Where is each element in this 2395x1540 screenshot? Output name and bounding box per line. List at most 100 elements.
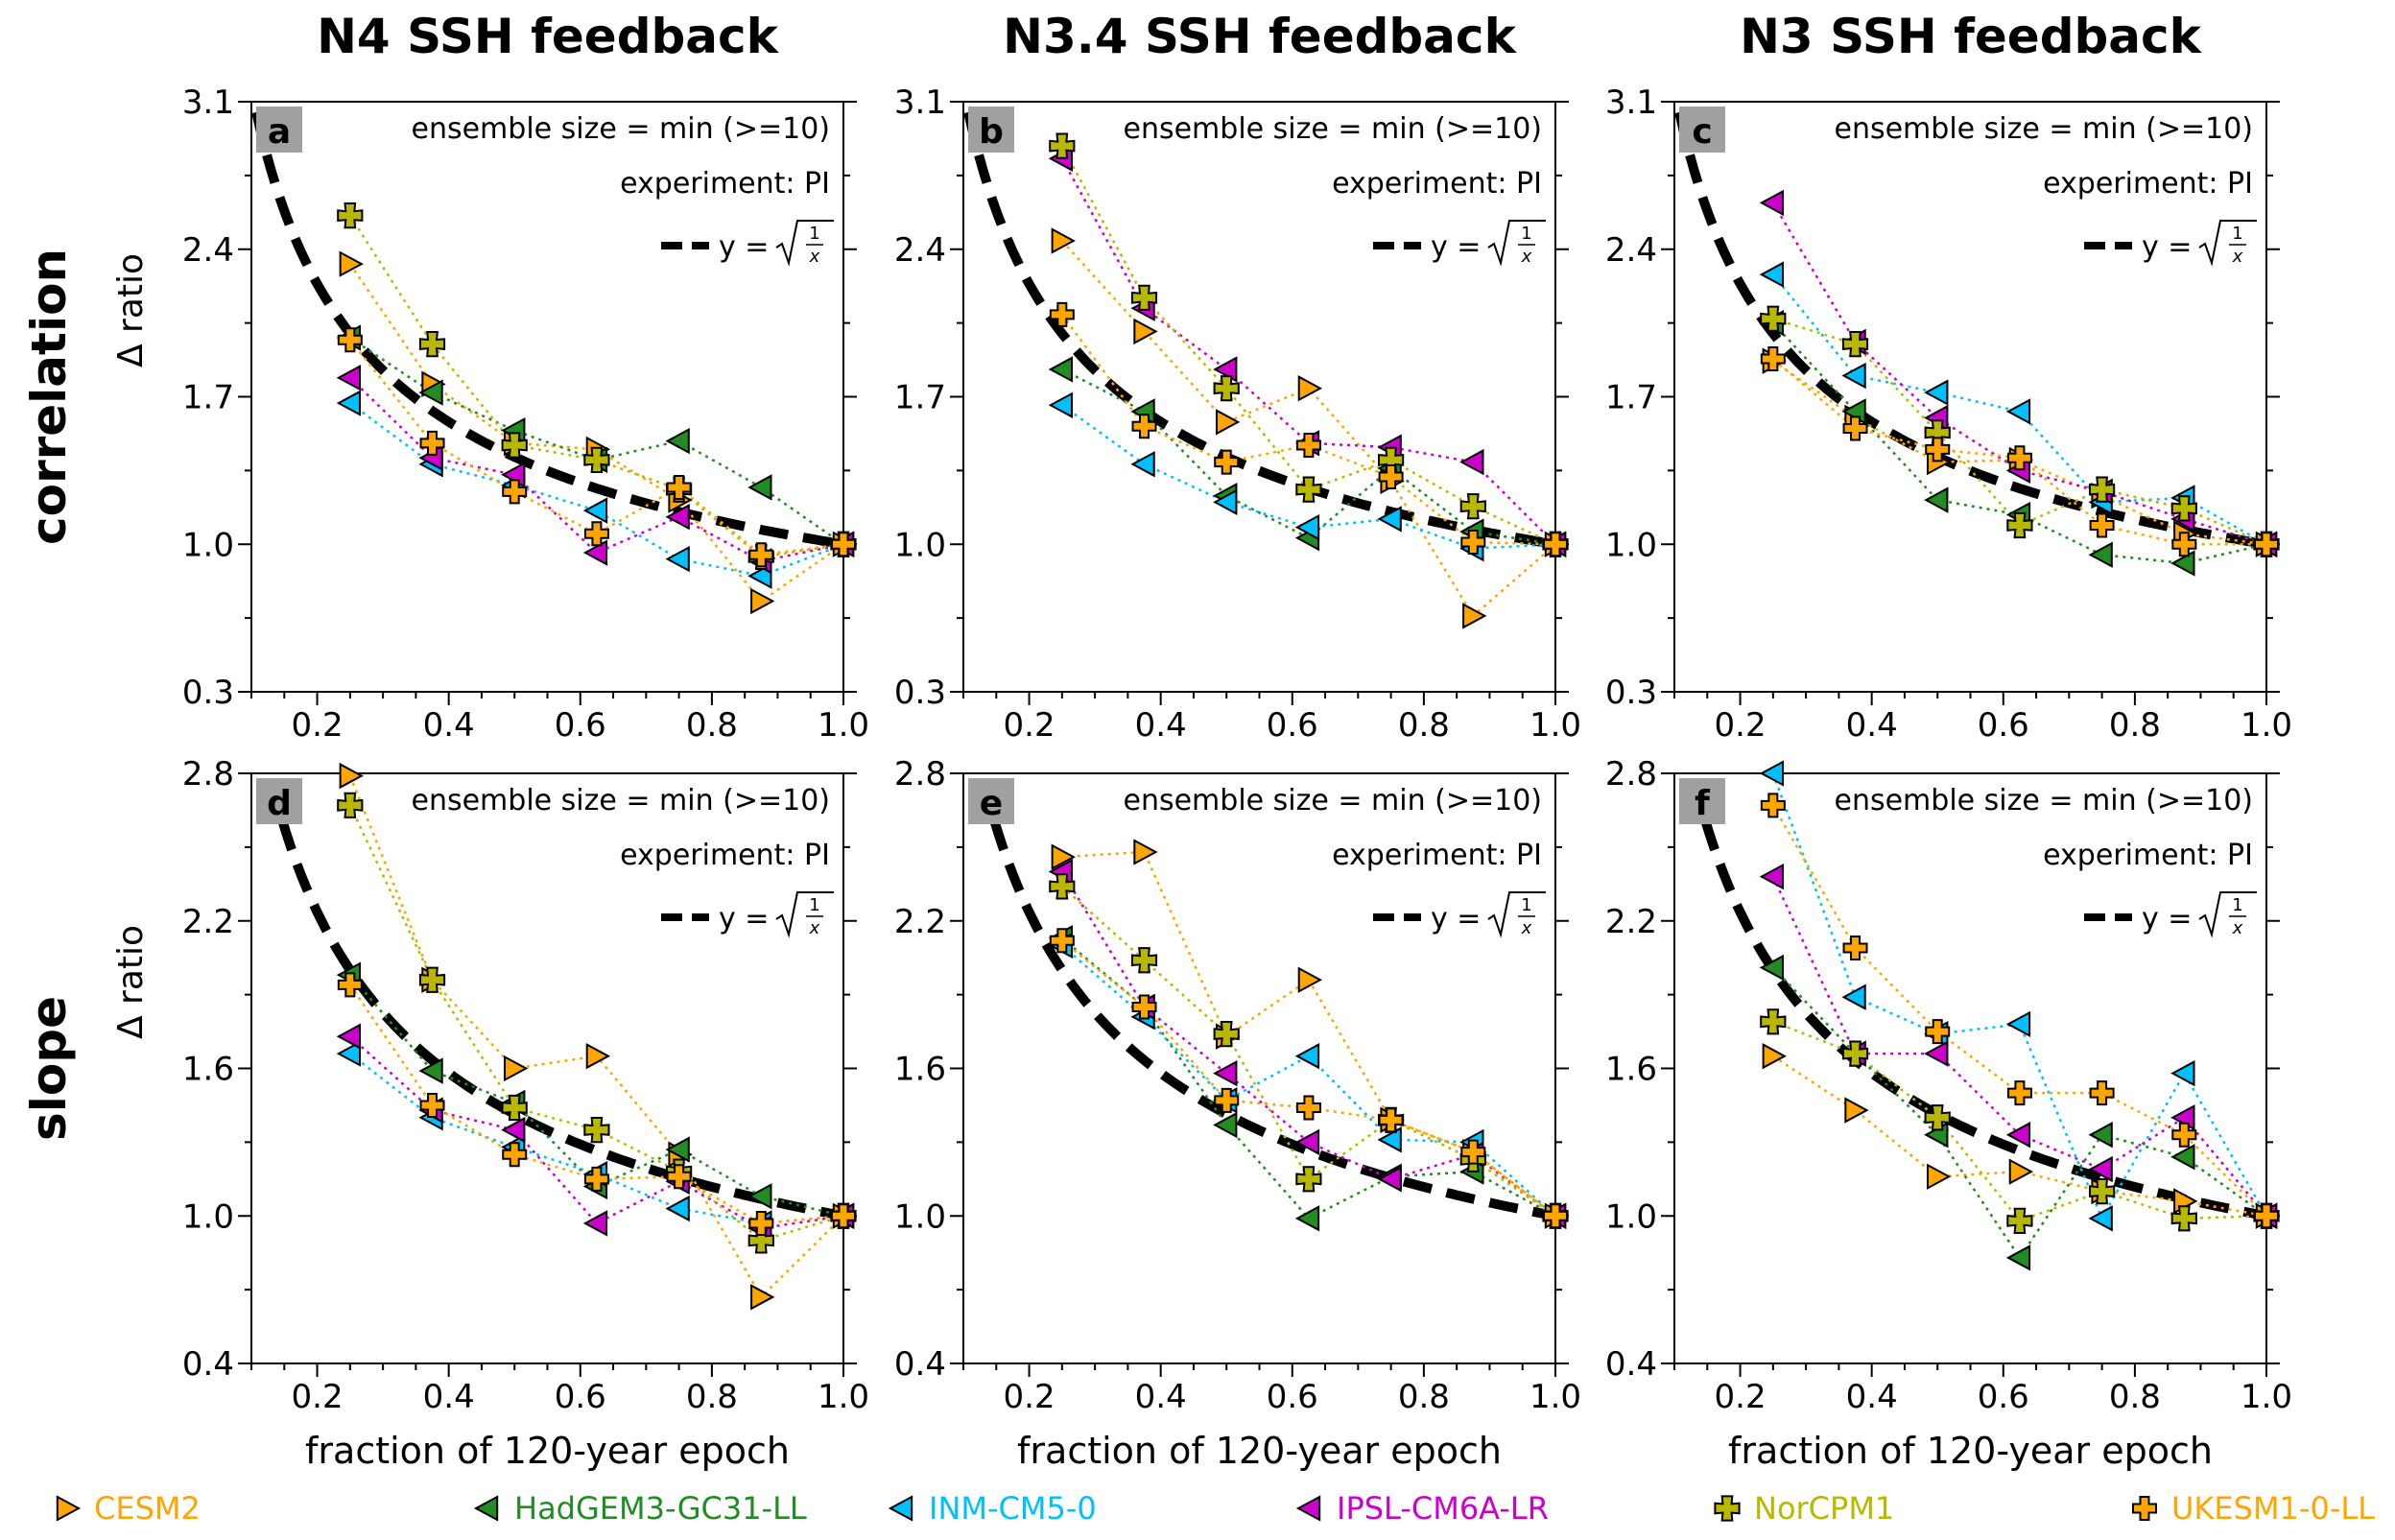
y-tick-label: 0.4 xyxy=(1605,1345,1657,1384)
data-point xyxy=(418,379,443,406)
data-point xyxy=(666,1164,692,1190)
panel-b: 0.3 1.0 1.7 2.4 3.1 0.2 0.4 0.6 0.8 1.0 b ensemble … xyxy=(894,9,1581,745)
data-point xyxy=(1841,362,1866,390)
data-point xyxy=(1131,994,1157,1020)
legend-label: INM-CM5-0 xyxy=(929,1490,1097,1527)
y-tick-label: 0.3 xyxy=(1605,674,1657,712)
data-point xyxy=(1759,189,1785,217)
formula-denominator: x xyxy=(2232,918,2243,938)
y-tick-label: 0.3 xyxy=(182,674,234,712)
y-tick-label: 1.6 xyxy=(182,1051,234,1089)
data-point xyxy=(2254,532,2279,557)
data-point xyxy=(419,1092,445,1118)
data-point xyxy=(502,1142,528,1168)
x-tick-label: 0.8 xyxy=(1398,1378,1450,1416)
data-point xyxy=(582,1210,608,1237)
data-point xyxy=(1133,839,1158,865)
column-title: N3.4 SSH feedback xyxy=(1003,9,1517,64)
x-tick-label: 0.8 xyxy=(686,1378,738,1416)
data-point xyxy=(665,427,690,455)
data-point xyxy=(665,1136,690,1163)
data-point xyxy=(1841,331,1869,358)
x-tick-label: 0.4 xyxy=(1135,706,1187,745)
data-point xyxy=(2171,532,2197,557)
data-point xyxy=(501,1116,526,1144)
x-tick-label: 0.6 xyxy=(1267,1378,1318,1416)
y-tick-label: 1.7 xyxy=(894,379,946,417)
data-point xyxy=(504,1054,529,1082)
data-point xyxy=(1049,873,1076,900)
data-point xyxy=(2170,1144,2195,1171)
y-tick-label: 1.0 xyxy=(182,526,234,564)
y-axis-label: Δ ratio xyxy=(111,253,151,367)
data-point xyxy=(831,532,856,557)
data-point xyxy=(1841,1040,1869,1067)
curve-formula-prefix: y = xyxy=(1431,230,1481,264)
panel-c: 0.3 1.0 1.7 2.4 3.1 0.2 0.4 0.6 0.8 1.0 c ensemble … xyxy=(1605,9,2292,745)
data-point xyxy=(1295,1095,1321,1121)
y-tick-label: 2.8 xyxy=(894,755,946,794)
panel-letter: f xyxy=(1695,784,1710,823)
formula-denominator: x xyxy=(1521,247,1532,267)
data-point xyxy=(665,504,690,531)
x-tick-label: 0.2 xyxy=(1715,706,1767,745)
x-tick-label: 1.0 xyxy=(1529,1378,1581,1416)
ensemble-annotation: ensemble size = min (>=10) xyxy=(1124,112,1543,146)
data-point xyxy=(1294,514,1320,541)
data-point xyxy=(1759,954,1785,982)
x-tick-label: 0.8 xyxy=(2109,1378,2161,1416)
curve-formula-prefix: y = xyxy=(719,230,769,264)
data-point xyxy=(2006,445,2032,471)
formula-numerator: 1 xyxy=(1521,895,1531,915)
data-point xyxy=(1295,476,1322,503)
y-tick-label: 1.7 xyxy=(1605,379,1657,417)
data-point xyxy=(2170,550,2195,577)
data-point xyxy=(1377,1126,1402,1153)
legend-item-IPSL-CM6A-LR: IPSL-CM6A-LR xyxy=(1295,1490,1549,1527)
x-tick-label: 0.8 xyxy=(1398,706,1450,745)
data-point xyxy=(1924,1040,1949,1067)
data-point xyxy=(1844,1097,1869,1124)
data-point xyxy=(1213,1021,1240,1048)
x-tick-label: 0.6 xyxy=(555,1378,606,1416)
data-point xyxy=(1051,843,1076,870)
legend-marker xyxy=(473,1495,499,1522)
formula-numerator: 1 xyxy=(809,224,819,244)
x-tick-label: 0.2 xyxy=(1715,1378,1767,1416)
data-point xyxy=(1213,1059,1238,1087)
data-point xyxy=(1841,983,1866,1010)
legend-label: HadGEM3-GC31-LL xyxy=(514,1490,807,1527)
x-tick-label: 0.6 xyxy=(1267,706,1318,745)
data-point xyxy=(336,1040,362,1067)
y-tick-label: 1.0 xyxy=(894,1197,946,1236)
y-tick-label: 2.4 xyxy=(894,231,946,270)
data-point xyxy=(1377,1166,1402,1193)
data-point xyxy=(2089,1080,2115,1106)
panel-letter: d xyxy=(267,784,292,823)
reference-curve xyxy=(978,778,1555,1221)
data-point xyxy=(339,762,364,790)
data-point xyxy=(582,497,608,524)
experiment-annotation: experiment: PI xyxy=(1332,839,1542,872)
data-point xyxy=(418,1057,443,1084)
row-label: slope xyxy=(21,996,77,1141)
data-point xyxy=(337,792,364,818)
curve-formula-prefix: y = xyxy=(2142,902,2192,936)
data-point xyxy=(1759,863,1785,890)
panel-letter: e xyxy=(980,784,1003,823)
data-point xyxy=(1297,375,1323,402)
legend-marker xyxy=(888,1495,913,1522)
data-point xyxy=(2171,1122,2197,1148)
formula-numerator: 1 xyxy=(809,895,819,915)
y-tick-label: 1.0 xyxy=(894,526,946,564)
y-tick-label: 1.6 xyxy=(1605,1051,1657,1089)
legend-marker xyxy=(1714,1495,1741,1522)
y-tick-label: 0.4 xyxy=(182,1345,234,1384)
x-tick-label: 0.2 xyxy=(1004,706,1055,745)
y-tick-label: 2.4 xyxy=(182,231,234,270)
experiment-annotation: experiment: PI xyxy=(2043,167,2253,201)
x-tick-label: 0.4 xyxy=(1846,706,1898,745)
data-point xyxy=(1460,530,1486,556)
legend-marker xyxy=(56,1495,82,1522)
data-point xyxy=(583,446,610,473)
